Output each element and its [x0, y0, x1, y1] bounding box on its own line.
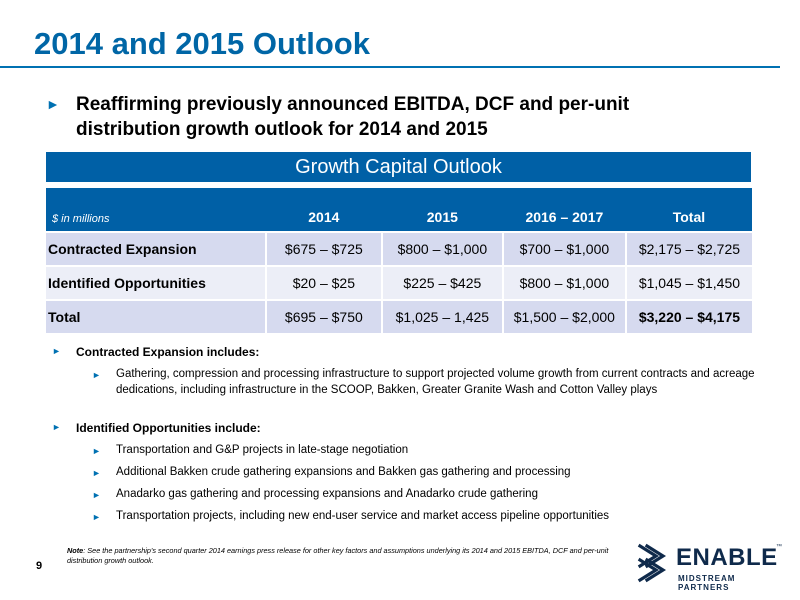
growth-capital-table: $ in millions 2014 2015 2016 – 2017 Tota…: [46, 188, 752, 333]
table-cell: $700 – $1,000: [501, 231, 626, 266]
logo-subtitle: MIDSTREAM PARTNERS: [678, 574, 736, 592]
table-row: Contracted Expansion $675 – $725 $800 – …: [46, 231, 752, 266]
headline-text: Reaffirming previously announced EBITDA,…: [76, 94, 630, 140]
table-header-row: $ in millions 2014 2015 2016 – 2017 Tota…: [46, 188, 752, 232]
list-item: ► Transportation and G&P projects in lat…: [92, 442, 756, 458]
row-label: Total: [46, 299, 266, 333]
bullet-arrow-icon: ►: [92, 370, 101, 380]
bullet-arrow-icon: ►: [52, 422, 61, 432]
list-item-text: Additional Bakken crude gathering expans…: [116, 466, 571, 478]
column-header: 2015: [381, 188, 503, 232]
table-title: Growth Capital Outlook: [46, 152, 751, 182]
list-item: ► Additional Bakken crude gathering expa…: [92, 464, 756, 480]
table-cell: $1,025 – 1,425: [380, 299, 503, 333]
enable-logo: ENABLE ™ MIDSTREAM PARTNERS: [636, 540, 786, 592]
table-cell: $1,045 – $1,450: [624, 265, 752, 300]
identified-heading: Identified Opportunities include:: [76, 421, 261, 435]
footnote-text: : See the partnership's second quarter 2…: [67, 546, 609, 565]
slide-title: 2014 and 2015 Outlook: [34, 26, 370, 61]
unit-label: $ in millions: [46, 188, 266, 232]
identified-heading-bullet: ► Identified Opportunities include:: [52, 421, 261, 435]
page-number: 9: [36, 560, 43, 572]
bullet-arrow-icon: ►: [46, 96, 60, 112]
headline-bullet: ► Reaffirming previously announced EBITD…: [46, 92, 716, 142]
enable-chevron-icon: [637, 543, 667, 583]
table-cell: $3,220 – $4,175: [624, 299, 752, 333]
logo-wordmark: ENABLE: [676, 544, 778, 571]
footnote-label: Note: [67, 546, 84, 555]
list-item-text: Transportation projects, including new e…: [116, 510, 610, 522]
table-cell: $800 – $1,000: [380, 231, 503, 266]
list-item: ► Transportation projects, including new…: [92, 508, 756, 524]
row-label: Identified Opportunities: [46, 265, 266, 300]
list-item: ► Gathering, compression and processing …: [92, 366, 756, 398]
table-row: Total $695 – $750 $1,025 – 1,425 $1,500 …: [46, 299, 752, 333]
table-cell: $20 – $25: [264, 265, 382, 300]
list-item-text: Gathering, compression and processing in…: [116, 368, 755, 396]
contracted-heading-bullet: ► Contracted Expansion includes:: [52, 345, 259, 359]
bullet-arrow-icon: ►: [92, 468, 101, 478]
row-label: Contracted Expansion: [46, 231, 266, 266]
logo-trademark: ™: [776, 544, 782, 550]
bullet-arrow-icon: ►: [92, 446, 101, 456]
table-cell: $800 – $1,000: [501, 265, 626, 300]
bullet-arrow-icon: ►: [52, 346, 61, 356]
column-header: Total: [625, 188, 752, 232]
list-item-text: Transportation and G&P projects in late-…: [116, 444, 409, 456]
table-cell: $225 – $425: [380, 265, 503, 300]
bullet-arrow-icon: ►: [92, 512, 101, 522]
list-item-text: Anadarko gas gathering and processing ex…: [116, 488, 538, 500]
column-header: 2014: [265, 188, 382, 232]
table-cell: $695 – $750: [264, 299, 382, 333]
table-cell: $675 – $725: [264, 231, 382, 266]
footnote: Note: See the partnership's second quart…: [67, 546, 627, 566]
table-cell: $2,175 – $2,725: [624, 231, 752, 266]
table-cell: $1,500 – $2,000: [501, 299, 626, 333]
bullet-arrow-icon: ►: [92, 490, 101, 500]
table-row: Identified Opportunities $20 – $25 $225 …: [46, 265, 752, 300]
title-divider: [0, 66, 780, 68]
list-item: ► Anadarko gas gathering and processing …: [92, 486, 756, 502]
contracted-heading: Contracted Expansion includes:: [76, 345, 260, 359]
column-header: 2016 – 2017: [502, 188, 626, 232]
